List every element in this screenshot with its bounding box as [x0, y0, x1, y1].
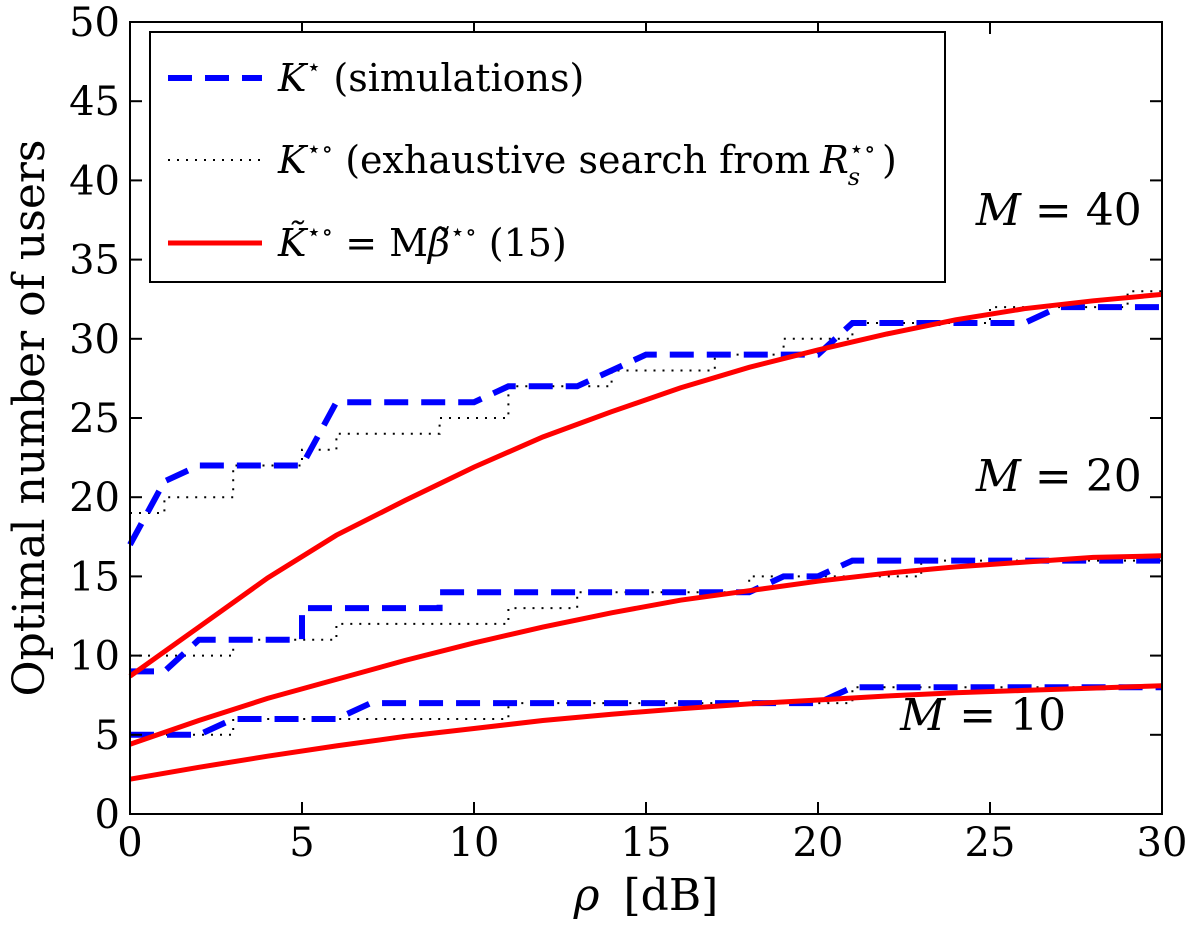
x-axis-unit: [dB]	[624, 870, 719, 921]
legend-exh-text: (exhaustive search from	[345, 138, 810, 182]
x-tick-label: 30	[1137, 820, 1188, 866]
legend-label-simulations: K⋆ (simulations)	[277, 53, 584, 100]
series-line-dashed-4	[130, 557, 1162, 675]
annotation-label-1: M = 20	[975, 451, 1142, 502]
legend-exh-var-sup: ⋆∘	[849, 135, 876, 163]
legend-exh-end: )	[882, 138, 897, 182]
x-tick-label: 15	[621, 820, 672, 866]
legend-exh-var: R	[819, 138, 849, 182]
series-line-solid-6	[128, 291, 1163, 679]
legend-approx-beta-sup: ⋆∘	[450, 218, 477, 246]
annotation-label-2: M = 10	[899, 690, 1066, 741]
legend-approx-end: (15)	[489, 221, 567, 265]
x-tick-label: 5	[289, 820, 314, 866]
y-tick-label: 25	[69, 396, 120, 442]
y-tick-label: 30	[69, 317, 120, 363]
y-tick-label: 10	[69, 634, 120, 680]
y-tick-label: 40	[69, 158, 120, 204]
x-tick-label: 10	[449, 820, 500, 866]
legend-exh-sup: ⋆∘	[306, 135, 333, 163]
series-line-dashed-5	[130, 684, 1162, 738]
x-axis-label: ρ [dB]	[573, 870, 719, 921]
y-axis-label: Optimal number of users	[4, 140, 55, 697]
y-tick-label: 0	[95, 792, 120, 838]
legend-approx-symbol: K̃	[277, 221, 309, 265]
legend-box	[149, 31, 946, 283]
annotations-layer: M = 40 M = 20 M = 10	[899, 185, 1142, 741]
legend-approx-beta: β̃	[426, 221, 450, 265]
legend-exh-symbol: K	[277, 138, 309, 182]
series-line-dashed-3	[127, 304, 1162, 547]
y-tick-label: 50	[69, 0, 120, 46]
series-line-solid-8	[129, 683, 1163, 782]
legend-approx-mid: = M	[345, 221, 428, 265]
ticks-layer: 0 5 10 15 20 25 30 0 5 10 15 20 25 30 35 40 45 50	[69, 0, 1187, 866]
y-tick-label: 20	[69, 475, 120, 521]
y-tick-label: 5	[95, 713, 120, 759]
series-line-solid-7	[129, 553, 1163, 747]
x-tick-label: 0	[117, 820, 142, 866]
legend: K⋆ (simulations) K⋆∘ (exhaustive search fr…	[149, 31, 946, 283]
legend-sim-text: (simulations)	[333, 56, 584, 100]
x-axis-symbol: ρ	[573, 870, 600, 921]
series-layer	[127, 290, 1163, 782]
legend-sim-sup: ⋆	[306, 53, 321, 81]
legend-approx-sup: ⋆∘	[306, 218, 333, 246]
legend-sim-symbol: K	[277, 56, 309, 100]
y-tick-label: 15	[69, 554, 120, 600]
annotation-label-0: M = 40	[975, 185, 1142, 236]
legend-label-approximation: K̃⋆∘ = Mβ̃⋆∘ (15)	[277, 218, 567, 265]
x-tick-label: 20	[793, 820, 844, 866]
x-tick-label: 25	[965, 820, 1016, 866]
legend-exh-var-sub: s	[848, 163, 860, 191]
y-tick-label: 35	[69, 238, 120, 284]
legend-label-exhaustive: K⋆∘ (exhaustive search from R⋆∘ s)	[277, 135, 897, 191]
y-tick-label: 45	[69, 79, 120, 125]
